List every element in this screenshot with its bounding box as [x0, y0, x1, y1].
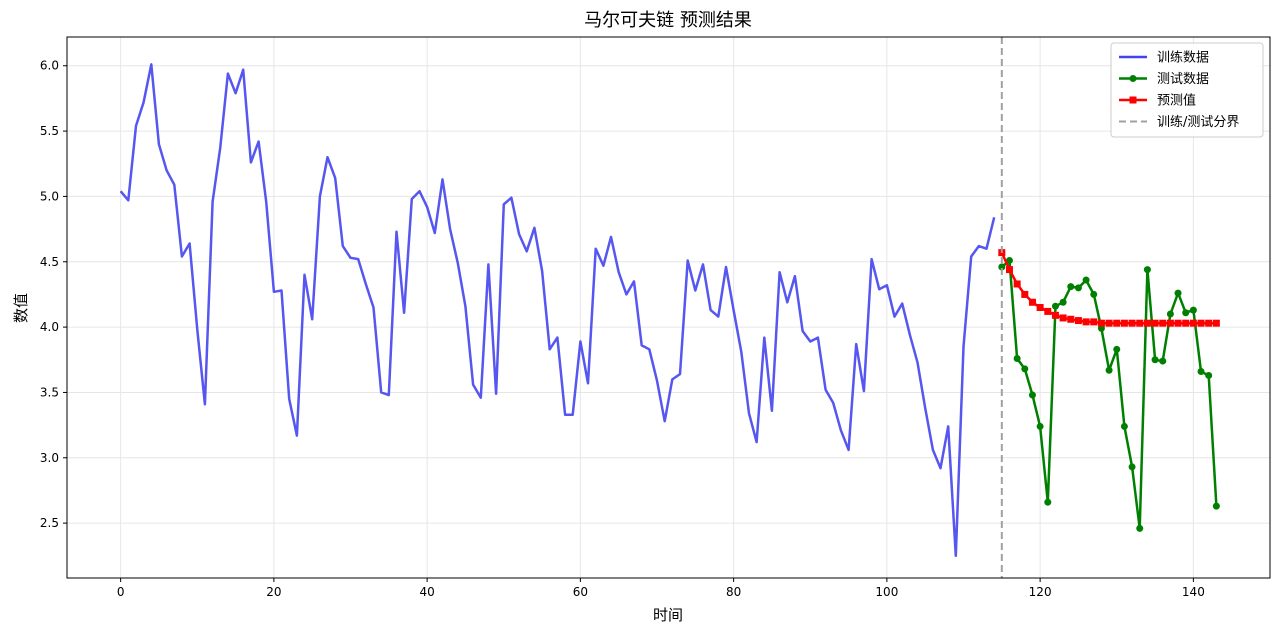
data-point — [1143, 319, 1151, 327]
data-point — [1113, 319, 1121, 327]
data-point — [1059, 298, 1067, 306]
data-point — [1067, 283, 1075, 291]
x-tick-label: 60 — [573, 585, 588, 599]
legend-swatch-marker — [1129, 96, 1137, 104]
y-tick-label: 4.0 — [40, 320, 59, 334]
axis-ticks: 0 20 40 60 80 100 120 140 2.5 3.0 3.5 4.0 4.5 5.0 5.5 6… — [40, 59, 1205, 599]
data-point — [1212, 319, 1220, 327]
series-3 — [998, 249, 1220, 327]
x-tick-label: 40 — [419, 585, 434, 599]
data-point — [1159, 319, 1167, 327]
chart-title: 马尔可夫链 预测结果 — [584, 10, 752, 31]
series-1 — [119, 63, 996, 558]
data-point — [1013, 354, 1021, 362]
data-point — [1013, 280, 1021, 288]
data-point — [1105, 319, 1113, 327]
data-point — [1182, 319, 1190, 327]
data-point — [1166, 319, 1174, 327]
data-point — [1005, 266, 1013, 274]
data-point — [1113, 345, 1121, 353]
data-point — [1136, 524, 1144, 532]
data-point — [1143, 266, 1151, 274]
x-tick-label: 0 — [117, 585, 125, 599]
legend-label: 训练数据 — [1157, 51, 1209, 66]
data-point — [1174, 319, 1182, 327]
x-tick-label: 140 — [1182, 585, 1205, 599]
y-tick-label: 2.5 — [40, 516, 59, 530]
legend-swatch-marker — [1129, 75, 1137, 82]
data-point — [1067, 315, 1075, 323]
series-line — [119, 63, 996, 558]
data-point — [1205, 319, 1213, 327]
data-point — [1021, 365, 1029, 373]
data-point — [1197, 368, 1205, 376]
data-point — [1036, 422, 1044, 430]
data-point — [1151, 356, 1159, 364]
data-point — [1059, 314, 1067, 322]
data-point — [1182, 309, 1190, 317]
data-point — [1051, 302, 1059, 310]
data-point — [1120, 422, 1128, 430]
y-tick-label: 3.5 — [40, 385, 59, 399]
y-tick-label: 5.0 — [40, 189, 59, 203]
data-point — [1028, 391, 1036, 399]
data-point — [1151, 319, 1159, 327]
data-point — [1105, 366, 1113, 374]
x-tick-label: 80 — [726, 585, 741, 599]
y-tick-label: 6.0 — [40, 59, 59, 73]
x-tick-label: 20 — [266, 585, 281, 599]
data-point — [1159, 357, 1167, 365]
legend-box — [1110, 42, 1264, 138]
data-point — [1189, 306, 1197, 314]
data-point — [1028, 298, 1036, 306]
y-tick-label: 3.0 — [40, 451, 59, 465]
x-axis-title: 时间 — [653, 606, 683, 624]
data-point — [1044, 307, 1052, 315]
data-point — [1090, 318, 1098, 326]
data-point — [1128, 319, 1136, 327]
series-layer — [119, 37, 1220, 578]
data-point — [1128, 463, 1136, 471]
y-axis-title: 数值 — [12, 293, 30, 323]
x-tick-label: 120 — [1029, 585, 1052, 599]
plot-frame — [66, 36, 1271, 579]
y-tick-label: 5.5 — [40, 124, 59, 138]
y-tick-label: 4.5 — [40, 255, 59, 269]
data-point — [1005, 256, 1013, 264]
data-point — [1136, 319, 1144, 327]
data-point — [1051, 311, 1059, 319]
data-point — [1189, 319, 1197, 327]
data-point — [1082, 318, 1090, 326]
data-point — [1197, 319, 1205, 327]
series-2 — [998, 256, 1220, 532]
x-tick-label: 100 — [875, 585, 898, 599]
data-point — [1074, 284, 1082, 292]
data-point — [1097, 319, 1105, 327]
data-point — [1090, 290, 1098, 298]
data-point — [1212, 502, 1220, 510]
data-point — [1044, 498, 1052, 506]
data-point — [1021, 290, 1029, 298]
data-point — [1166, 310, 1174, 318]
legend-label: 测试数据 — [1157, 72, 1209, 87]
data-point — [1120, 319, 1128, 327]
data-point — [1074, 317, 1082, 325]
data-point — [1036, 304, 1044, 311]
data-point — [1082, 276, 1090, 284]
data-point — [1174, 289, 1182, 297]
data-point — [998, 263, 1006, 271]
grid — [67, 37, 1270, 578]
data-point — [1205, 371, 1213, 379]
legend-label: 预测值 — [1157, 93, 1196, 109]
legend-label: 训练/测试分界 — [1157, 115, 1239, 130]
